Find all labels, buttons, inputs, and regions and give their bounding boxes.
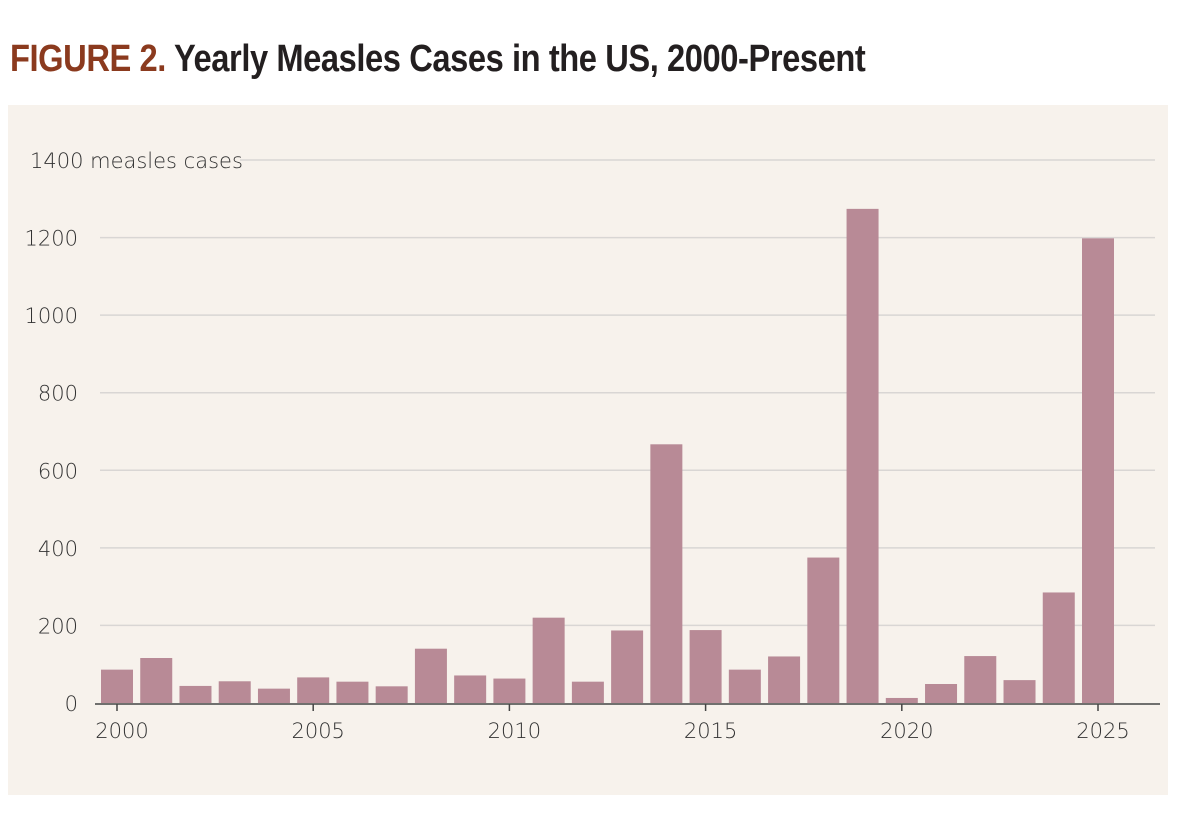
bar-2000 [101, 669, 133, 703]
bar-2018 [807, 557, 840, 703]
bar-2023 [1003, 680, 1036, 703]
bar-2017 [768, 656, 801, 703]
x-tick-label: 2010 [488, 719, 541, 743]
x-tick-label: 2025 [1076, 719, 1129, 743]
bar-2002 [179, 685, 212, 703]
figure-number: FIGURE 2. [10, 38, 166, 80]
bar-2007 [375, 686, 408, 703]
bar-2004 [257, 688, 290, 703]
bar-2019 [846, 208, 879, 703]
bar-2025 [1082, 238, 1114, 703]
y-tick-label: 200 [38, 614, 78, 638]
y-tick-label: 0 [65, 692, 78, 716]
bar-2016 [728, 669, 761, 703]
bar-2014 [650, 444, 683, 703]
bar-2022 [964, 656, 997, 703]
title-text: Yearly Measles Cases in the US, 2000-Pre… [173, 38, 866, 80]
bar-2015 [689, 630, 722, 703]
bar-2001 [140, 658, 173, 703]
bar-2013 [611, 630, 644, 703]
y-tick-label: 1400 measles cases [30, 149, 243, 173]
y-tick-label: 400 [38, 537, 78, 561]
x-tick-label: 2020 [880, 719, 933, 743]
bar-2009 [454, 675, 487, 703]
bar-2020 [885, 697, 918, 703]
bar-2005 [297, 677, 330, 703]
x-tick-label: 2000 [95, 719, 148, 743]
bar-2012 [571, 681, 604, 703]
y-tick-label: 800 [38, 382, 78, 406]
bar-2006 [336, 681, 369, 703]
bar-2021 [925, 683, 958, 703]
chart-title: FIGURE 2. Yearly Measles Cases in the US… [10, 38, 866, 81]
bar-2011 [532, 617, 565, 703]
y-tick-label: 1200 [25, 227, 78, 251]
bar-2024 [1042, 592, 1075, 703]
x-tick-label: 2015 [684, 719, 737, 743]
bar-2008 [414, 648, 447, 703]
y-tick-label: 1000 [25, 304, 78, 328]
bar-2010 [493, 678, 526, 703]
y-tick-label: 600 [38, 459, 78, 483]
bar-2003 [218, 681, 251, 703]
x-tick-label: 2005 [291, 719, 344, 743]
